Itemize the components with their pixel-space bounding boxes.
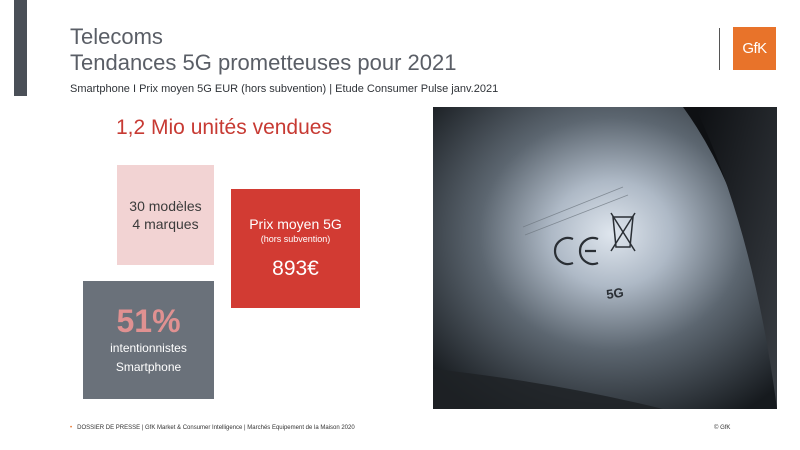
- footer-bullet-icon: •: [70, 425, 73, 431]
- intent-sublabel: Smartphone: [115, 360, 182, 374]
- title-line-2: Tendances 5G prometteuses pour 2021: [70, 50, 457, 75]
- models-brands-box: 30 modèles 4 marques: [117, 165, 214, 265]
- phone-back-photo: 5G: [433, 107, 777, 409]
- photo-5g-marking: 5G: [605, 285, 624, 302]
- left-accent-bar: [14, 0, 27, 96]
- ce-mark-icon: [553, 236, 599, 266]
- footer-text: DOSSIER DE PRESSE | GfK Market & Consume…: [77, 425, 355, 431]
- average-price-box: Prix moyen 5G (hors subvention) 893€: [231, 189, 360, 308]
- price-label: Prix moyen 5G: [249, 216, 342, 232]
- copyright: © GfK: [714, 425, 731, 431]
- logo-divider: [719, 28, 720, 70]
- slide-subtitle: Smartphone I Prix moyen 5G EUR (hors sub…: [70, 83, 499, 95]
- brands-count: 4 marques: [132, 216, 199, 232]
- price-value: 893€: [272, 257, 319, 280]
- gfk-logo: GfK: [733, 27, 776, 70]
- models-count: 30 modèles: [129, 198, 202, 214]
- footer-note: • DOSSIER DE PRESSE | GfK Market & Consum…: [70, 425, 355, 431]
- units-sold-headline: 1,2 Mio unités vendues: [116, 116, 332, 139]
- intent-label: intentionnistes: [110, 341, 187, 355]
- price-sublabel: (hors subvention): [260, 234, 331, 244]
- purchase-intent-box: 51% intentionnistes Smartphone: [83, 281, 214, 399]
- intent-percent: 51%: [116, 303, 181, 339]
- slide-title: Telecoms Tendances 5G prometteuses pour …: [70, 24, 456, 76]
- title-line-1: Telecoms: [70, 24, 163, 49]
- weee-bin-icon: [610, 212, 636, 252]
